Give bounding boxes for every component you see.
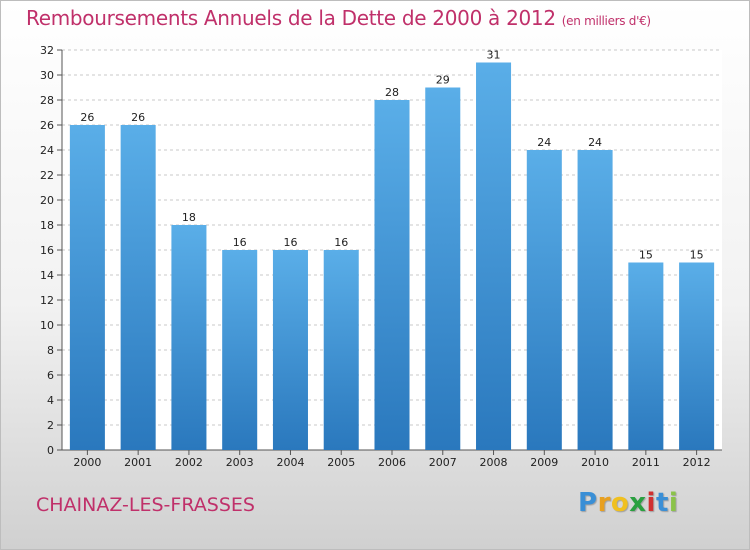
data-label: 29 — [436, 74, 450, 87]
chart-unit: (en milliers d'€) — [561, 14, 651, 28]
data-label: 31 — [487, 49, 501, 62]
data-label: 28 — [385, 86, 399, 99]
x-tick-label: 2002 — [175, 456, 203, 469]
bar — [323, 250, 359, 450]
data-label: 16 — [233, 236, 247, 249]
y-tick-label: 24 — [40, 144, 54, 157]
data-label: 16 — [334, 236, 348, 249]
logo-letter: o — [610, 488, 630, 518]
chart-title: Remboursements Annuels de la Dette de 20… — [26, 6, 651, 30]
bar — [628, 262, 664, 450]
y-tick-label: 8 — [47, 344, 54, 357]
x-tick-label: 2007 — [429, 456, 457, 469]
y-tick-label: 20 — [40, 194, 54, 207]
y-tick-label: 6 — [47, 369, 54, 382]
x-tick-label: 2011 — [632, 456, 660, 469]
y-tick-label: 30 — [40, 69, 54, 82]
y-tick-label: 14 — [40, 269, 54, 282]
bar — [526, 150, 562, 450]
y-tick-label: 0 — [47, 444, 54, 457]
bar — [425, 87, 461, 450]
x-tick-label: 2006 — [378, 456, 406, 469]
logo-letter: r — [597, 488, 611, 518]
bar — [374, 100, 410, 450]
x-tick-label: 2004 — [276, 456, 304, 469]
logo-letter: i — [668, 488, 679, 518]
x-tick-label: 2009 — [530, 456, 558, 469]
logo-letter: t — [655, 488, 669, 518]
data-label: 26 — [131, 111, 145, 124]
y-tick-label: 10 — [40, 319, 54, 332]
y-tick-label: 2 — [47, 419, 54, 432]
y-tick-label: 32 — [40, 44, 54, 57]
y-tick-label: 28 — [40, 94, 54, 107]
data-label: 16 — [283, 236, 297, 249]
data-label: 24 — [588, 136, 602, 149]
x-tick-label: 2008 — [480, 456, 508, 469]
location-name: CHAINAZ-LES-FRASSES — [36, 494, 255, 516]
y-tick-label: 22 — [40, 169, 54, 182]
bar — [222, 250, 258, 450]
data-label: 15 — [639, 249, 653, 262]
y-tick-label: 16 — [40, 244, 54, 257]
logo-letter: P — [578, 488, 598, 518]
data-label: 24 — [537, 136, 551, 149]
data-label: 18 — [182, 211, 196, 224]
bar — [120, 125, 156, 450]
x-tick-label: 2010 — [581, 456, 609, 469]
y-tick-label: 12 — [40, 294, 54, 307]
data-label: 15 — [690, 249, 704, 262]
bar — [577, 150, 613, 450]
x-tick-label: 2012 — [683, 456, 711, 469]
bar — [69, 125, 105, 450]
y-tick-label: 4 — [47, 394, 54, 407]
bar — [476, 62, 512, 450]
x-tick-label: 2000 — [73, 456, 101, 469]
y-tick-label: 18 — [40, 219, 54, 232]
data-label: 26 — [80, 111, 94, 124]
proxiti-logo: Proxiti — [578, 488, 678, 518]
bar — [171, 225, 207, 450]
x-tick-label: 2001 — [124, 456, 152, 469]
logo-letter: i — [646, 488, 656, 518]
logo-letter: x — [629, 488, 647, 518]
chart-title-text: Remboursements Annuels de la Dette de 20… — [26, 6, 556, 30]
x-tick-label: 2005 — [327, 456, 355, 469]
y-tick-label: 26 — [40, 119, 54, 132]
bar — [272, 250, 308, 450]
x-tick-label: 2003 — [226, 456, 254, 469]
bar — [679, 262, 715, 450]
